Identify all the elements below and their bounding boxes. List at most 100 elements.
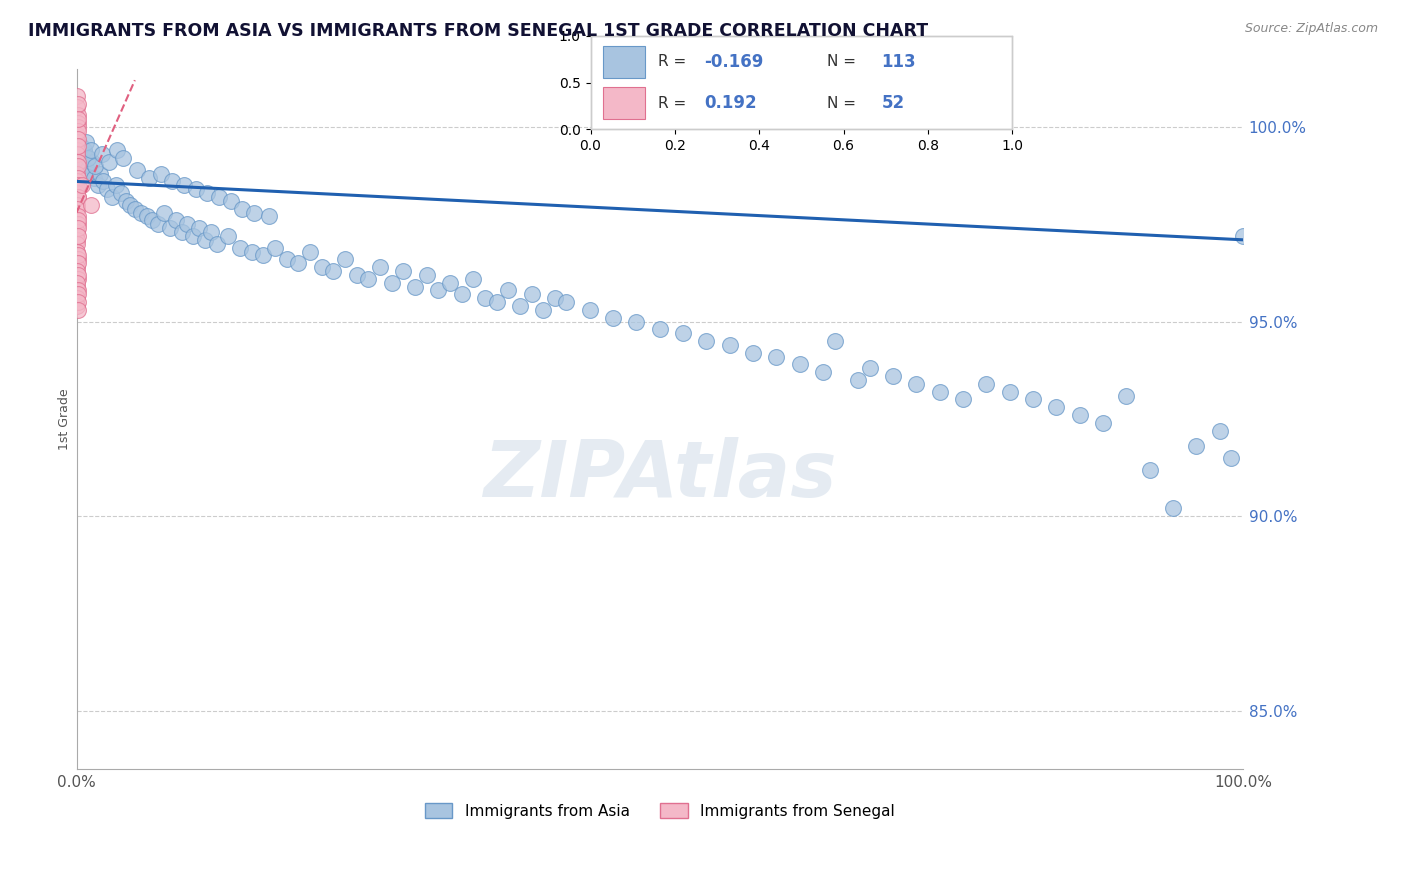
Point xyxy=(84,159,107,173)
Point xyxy=(76,162,98,177)
Text: N =: N = xyxy=(827,54,860,70)
Point xyxy=(66,276,89,290)
Point xyxy=(415,268,437,282)
Point xyxy=(66,202,89,216)
Point xyxy=(648,322,671,336)
Point xyxy=(105,178,128,193)
Text: 52: 52 xyxy=(882,95,904,112)
Point xyxy=(194,233,217,247)
Point xyxy=(160,174,183,188)
Point xyxy=(208,190,231,204)
Point xyxy=(66,248,89,262)
Point xyxy=(824,334,846,348)
Point xyxy=(66,198,89,212)
Point xyxy=(205,236,228,251)
Point xyxy=(66,279,89,293)
Point xyxy=(392,264,415,278)
Point xyxy=(66,100,89,114)
Point xyxy=(66,108,89,122)
Point xyxy=(1045,401,1067,415)
Point xyxy=(181,228,204,243)
Point xyxy=(141,213,163,227)
Point xyxy=(66,295,89,310)
Point xyxy=(66,170,89,185)
Point xyxy=(463,272,485,286)
Point xyxy=(66,228,89,243)
Point xyxy=(66,190,89,204)
Point xyxy=(1161,501,1184,516)
Point xyxy=(217,228,239,243)
Point xyxy=(129,205,152,219)
Point xyxy=(75,136,97,150)
Point xyxy=(149,167,172,181)
Point xyxy=(427,284,450,298)
Text: Source: ZipAtlas.com: Source: ZipAtlas.com xyxy=(1244,22,1378,36)
Point xyxy=(159,221,181,235)
Point xyxy=(66,264,89,278)
Text: 113: 113 xyxy=(882,53,917,70)
Point xyxy=(188,221,211,235)
Text: R =: R = xyxy=(658,54,692,70)
Point xyxy=(66,139,89,153)
Point xyxy=(135,210,157,224)
Point xyxy=(1185,439,1208,453)
Point xyxy=(474,291,496,305)
Point xyxy=(219,194,242,208)
Point xyxy=(72,143,94,157)
Point xyxy=(200,225,222,239)
Point xyxy=(124,202,146,216)
Point xyxy=(67,252,90,267)
Point xyxy=(66,131,89,145)
Point xyxy=(66,233,89,247)
Point xyxy=(66,268,89,282)
Point xyxy=(322,264,344,278)
Point xyxy=(105,143,128,157)
Point xyxy=(66,178,89,193)
Point xyxy=(66,284,89,298)
Point xyxy=(765,350,787,364)
Point xyxy=(67,272,90,286)
Point xyxy=(66,244,89,259)
Point xyxy=(67,112,90,127)
Point xyxy=(66,120,89,134)
Point xyxy=(127,162,149,177)
Point xyxy=(120,198,142,212)
Point xyxy=(695,334,717,348)
Point xyxy=(380,276,402,290)
Point xyxy=(311,260,333,274)
Point xyxy=(531,302,554,317)
Point xyxy=(66,225,89,239)
Point xyxy=(368,260,391,274)
Point xyxy=(66,136,89,150)
Point xyxy=(173,178,195,193)
Point xyxy=(1139,462,1161,476)
Point xyxy=(66,287,89,301)
Point xyxy=(67,96,90,111)
Point xyxy=(96,182,118,196)
Point xyxy=(859,361,882,376)
Point xyxy=(346,268,368,282)
Point xyxy=(98,155,121,169)
Point xyxy=(1092,416,1115,430)
Point xyxy=(287,256,309,270)
Point xyxy=(77,151,100,165)
Point xyxy=(170,225,193,239)
Legend: Immigrants from Asia, Immigrants from Senegal: Immigrants from Asia, Immigrants from Se… xyxy=(419,797,901,825)
Y-axis label: 1st Grade: 1st Grade xyxy=(58,388,70,450)
Point xyxy=(240,244,263,259)
Point xyxy=(153,205,176,219)
Point xyxy=(1220,450,1243,465)
Point xyxy=(357,272,380,286)
Point xyxy=(66,213,89,227)
Text: 0.192: 0.192 xyxy=(704,95,756,112)
Point xyxy=(257,210,280,224)
Point xyxy=(89,167,111,181)
Point xyxy=(66,236,89,251)
Point xyxy=(67,217,90,231)
Point xyxy=(263,241,285,255)
Point xyxy=(626,315,648,329)
Text: N =: N = xyxy=(827,95,860,111)
Point xyxy=(184,182,207,196)
Point xyxy=(110,186,132,200)
Point xyxy=(404,279,426,293)
